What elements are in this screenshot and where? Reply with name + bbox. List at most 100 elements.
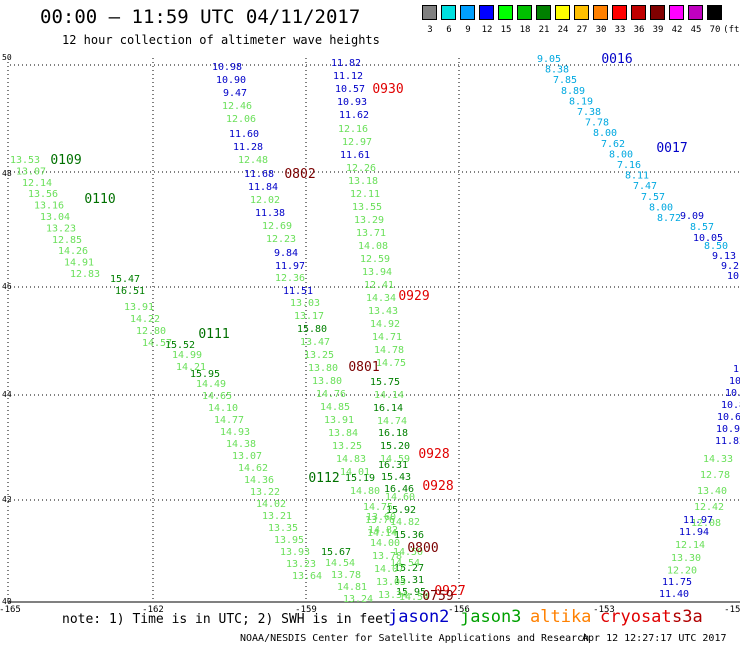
scale-label: 3 (427, 25, 433, 35)
wave-height-value: 11.82 (715, 436, 740, 447)
latitude-label: 50 (2, 53, 12, 62)
wave-height-value: 14.57 (142, 338, 172, 349)
wave-height-value: 15.80 (297, 324, 327, 335)
legend-item-altika: altika (530, 607, 592, 627)
wave-height-value: 12.41 (364, 280, 394, 291)
wave-height-value: 13.07 (16, 166, 46, 177)
wave-height-value: 12.14 (675, 540, 705, 551)
pass-time-label: 0759 (422, 589, 453, 604)
wave-height-value: 13.29 (354, 215, 384, 226)
scale-label: 33 (614, 25, 626, 35)
latitude-label: 46 (2, 282, 12, 291)
wave-height-value: 14.10 (208, 403, 238, 414)
wave-height-value: 8.50 (704, 241, 728, 252)
pass-time-label: 0016 (601, 52, 632, 67)
longitude-label: -156 (448, 605, 470, 615)
wave-height-value: 13.43 (368, 306, 398, 317)
wave-height-value: 12.11 (350, 189, 380, 200)
scale-swatch (555, 5, 570, 20)
wave-height-value: 8.00 (609, 149, 633, 160)
wave-height-value: 11.28 (233, 142, 263, 153)
wave-height-value: 11.97 (683, 515, 713, 526)
wave-height-value: 14.81 (337, 582, 367, 593)
wave-height-value: 8.19 (569, 96, 593, 107)
wave-height-value: 13.25 (304, 350, 334, 361)
wave-height-value: 14.34 (366, 293, 396, 304)
wave-height-value: 15.75 (370, 377, 400, 388)
wave-height-value: 11.38 (255, 208, 285, 219)
wave-height-value: 15.27 (394, 563, 424, 574)
wave-height-value: 14.78 (374, 345, 404, 356)
wave-height-value: 14.00 (370, 538, 400, 549)
wave-height-value: 11.61 (340, 150, 370, 161)
wave-height-value: 9.47 (223, 88, 247, 99)
longitude-label: -162 (142, 605, 164, 615)
wave-height-value: 14.99 (172, 350, 202, 361)
wave-height-value: 16.46 (384, 484, 414, 495)
wave-height-value: 8.72 (657, 213, 681, 224)
wave-height-value: 13.78 (331, 570, 361, 581)
wave-height-value: 13.71 (356, 228, 386, 239)
pass-time-label: 0800 (407, 541, 438, 556)
wave-height-value: 13.91 (324, 415, 354, 426)
wave-height-value: 13.80 (308, 363, 338, 374)
wave-height-value: 13.03 (290, 298, 320, 309)
scale-label: 24 (557, 25, 569, 35)
wave-height-value: 13.34 (378, 590, 408, 601)
pass-time-label: 0802 (284, 167, 315, 182)
scale-swatch (631, 5, 646, 20)
wave-height-value: 15.19 (345, 473, 375, 484)
scale-swatch (707, 5, 722, 20)
wave-height-value: 14.85 (320, 402, 350, 413)
wave-height-value: 12.23 (266, 234, 296, 245)
wave-height-value: 7.16 (617, 160, 641, 171)
scale-label: 42 (671, 25, 683, 35)
scale-label: 12 (481, 25, 493, 35)
scale-swatch (612, 5, 627, 20)
wave-height-value: 13.23 (286, 559, 316, 570)
wave-height-value: 7.78 (585, 118, 609, 129)
wave-height-value: 14.65 (202, 391, 232, 402)
wave-height-value: 10.93 (337, 97, 367, 108)
wave-height-value: 12.85 (52, 235, 82, 246)
wave-height-value: 9.13 (712, 251, 736, 262)
wave-height-value: 14.50 (393, 547, 423, 558)
wave-height-value: 14.22 (130, 314, 160, 325)
wave-height-value: 13.16 (34, 201, 64, 212)
scale-label: 36 (633, 25, 645, 35)
wave-height-value: 16.51 (115, 286, 145, 297)
wave-height-value: 13.07 (232, 451, 262, 462)
wave-height-value: 12.48 (238, 155, 268, 166)
wave-height-value: 14.54 (390, 558, 420, 569)
wave-height-value: 8.00 (649, 202, 673, 213)
map-title: 00:00 — 11:59 UTC 04/11/2017 (40, 6, 361, 28)
wave-height-value: 14.59 (380, 454, 410, 465)
wave-height-value: 10.8 (721, 400, 740, 411)
wave-height-value: 11.60 (229, 129, 259, 140)
scale-label: 18 (519, 25, 531, 35)
wave-height-value: 12.69 (262, 221, 292, 232)
scale-label: 9 (465, 25, 471, 35)
wave-height-value: 13.23 (46, 223, 76, 234)
wave-height-value: 12.59 (360, 254, 390, 265)
wave-height-value: 14.02 (256, 499, 286, 510)
wave-height-value: 14.75 (363, 502, 393, 513)
wave-height-value: 14.92 (370, 319, 400, 330)
wave-height-value: 14.80 (350, 486, 380, 497)
wave-height-value: 15.20 (380, 441, 410, 452)
legend-item-cryosat: cryosat (600, 607, 672, 627)
pass-time-label: 0110 (84, 192, 115, 207)
latitude-label: 44 (2, 390, 12, 399)
wave-height-value: 8.89 (561, 86, 585, 97)
wave-height-value: 11.51 (283, 286, 313, 297)
scale-label: 6 (446, 25, 452, 35)
scale-swatch (688, 5, 703, 20)
scale-swatch (441, 5, 456, 20)
wave-height-value: 9.09 (680, 211, 704, 222)
wave-height-value: 10.91 (716, 424, 740, 435)
wave-height-value: 12.97 (342, 137, 372, 148)
wave-height-value: 8.11 (625, 171, 649, 182)
wave-height-value: 10.05 (693, 233, 723, 244)
wave-height-value: 14.77 (214, 415, 244, 426)
scale-label: 30 (595, 25, 607, 35)
